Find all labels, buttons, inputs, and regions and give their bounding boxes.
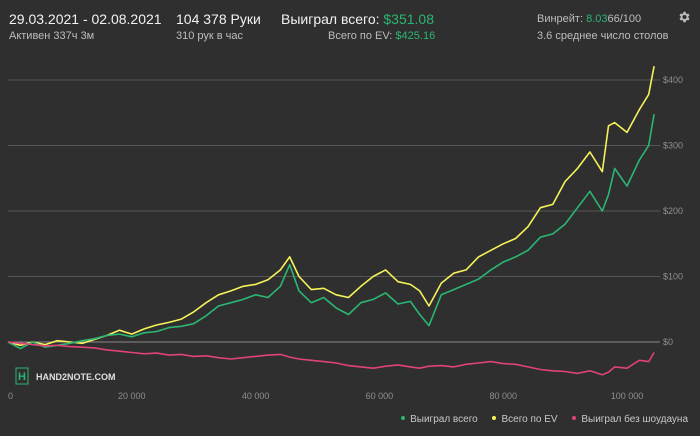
y-tick-label: $100 (663, 272, 683, 282)
active-time: Активен 337ч 3м (9, 30, 95, 42)
legend-label-no-showdown: Выиграл без шоудауна (581, 414, 688, 425)
y-tick-label: $400 (663, 75, 683, 85)
ev-total-value: $425.16 (395, 30, 436, 42)
legend-label-won: Выиграл всего (410, 414, 478, 425)
winnings-chart: 0 20 000 40 000 60 000 80 000 100 000 $0$100$… (7, 66, 683, 401)
stats-header: 29.03.2021 - 02.08.2021 Активен 337ч 3м … (0, 0, 700, 48)
y-tick-label: $300 (663, 141, 683, 151)
winrate-rest: 66/100 (607, 13, 642, 25)
x-tick-label: 80 000 (489, 391, 517, 400)
y-tick-label: $200 (663, 206, 683, 216)
chart-area: 0 20 000 40 000 60 000 80 000 100 000 $0 $100 $… (0, 48, 700, 401)
grid (8, 79, 660, 343)
date-range: 29.03.2021 - 02.08.2021 (9, 11, 162, 27)
ev-total: Всего по EV: $425.16 (328, 30, 435, 42)
legend-item-no-showdown: Выиграл без шоудауна (572, 414, 688, 425)
series-lines (7, 66, 655, 376)
x-tick-label: 60 000 (366, 391, 394, 400)
x-tick-label: 40 000 (242, 391, 270, 400)
won-total: Выиграл всего: $351.08 (281, 11, 434, 27)
avg-tables: 3.6 среднее число столов (537, 30, 669, 42)
hands-per-hour: 310 рук в час (176, 30, 244, 42)
legend-item-won: Выиграл всего (401, 414, 478, 425)
gear-icon[interactable] (677, 10, 691, 24)
winrate-label: Винрейт: (537, 13, 584, 25)
legend-label-ev: Всего по EV (501, 414, 558, 425)
ev-total-label: Всего по EV: (328, 30, 393, 42)
watermark-text: HAND2NOTE.COM (36, 372, 116, 382)
legend-dot-ev (492, 416, 497, 421)
svg-text:H: H (18, 371, 26, 383)
won-total-label: Выиграл всего: (281, 11, 380, 27)
x-axis-ticks: 0 20 000 40 000 60 000 80 000 100 000 (8, 391, 644, 401)
chart-legend: Выиграл всего Всего по EV Выиграл без шо… (389, 414, 688, 425)
series-line-no-showdown (7, 341, 655, 376)
legend-dot-no-showdown (572, 416, 577, 421)
hand2note-logo-icon: H (15, 367, 29, 385)
winrate: Винрейт: 8.0366/100 (537, 13, 641, 25)
series-line-ev (7, 66, 655, 347)
legend-dot-won (401, 416, 406, 421)
hands-count: 104 378 Руки (176, 11, 261, 27)
legend-item-ev: Всего по EV (492, 414, 558, 425)
y-tick-label: $0 (663, 337, 673, 347)
x-tick-label: 20 000 (118, 391, 146, 400)
x-tick-label: 0 (8, 391, 13, 400)
won-total-value: $351.08 (383, 11, 434, 27)
y-axis-ticks: $0 $100 $200 $300 $400 (663, 75, 683, 347)
series-line-won (7, 113, 655, 350)
x-tick-label: 100 000 (611, 391, 644, 400)
winrate-value: 8.03 (586, 13, 608, 25)
